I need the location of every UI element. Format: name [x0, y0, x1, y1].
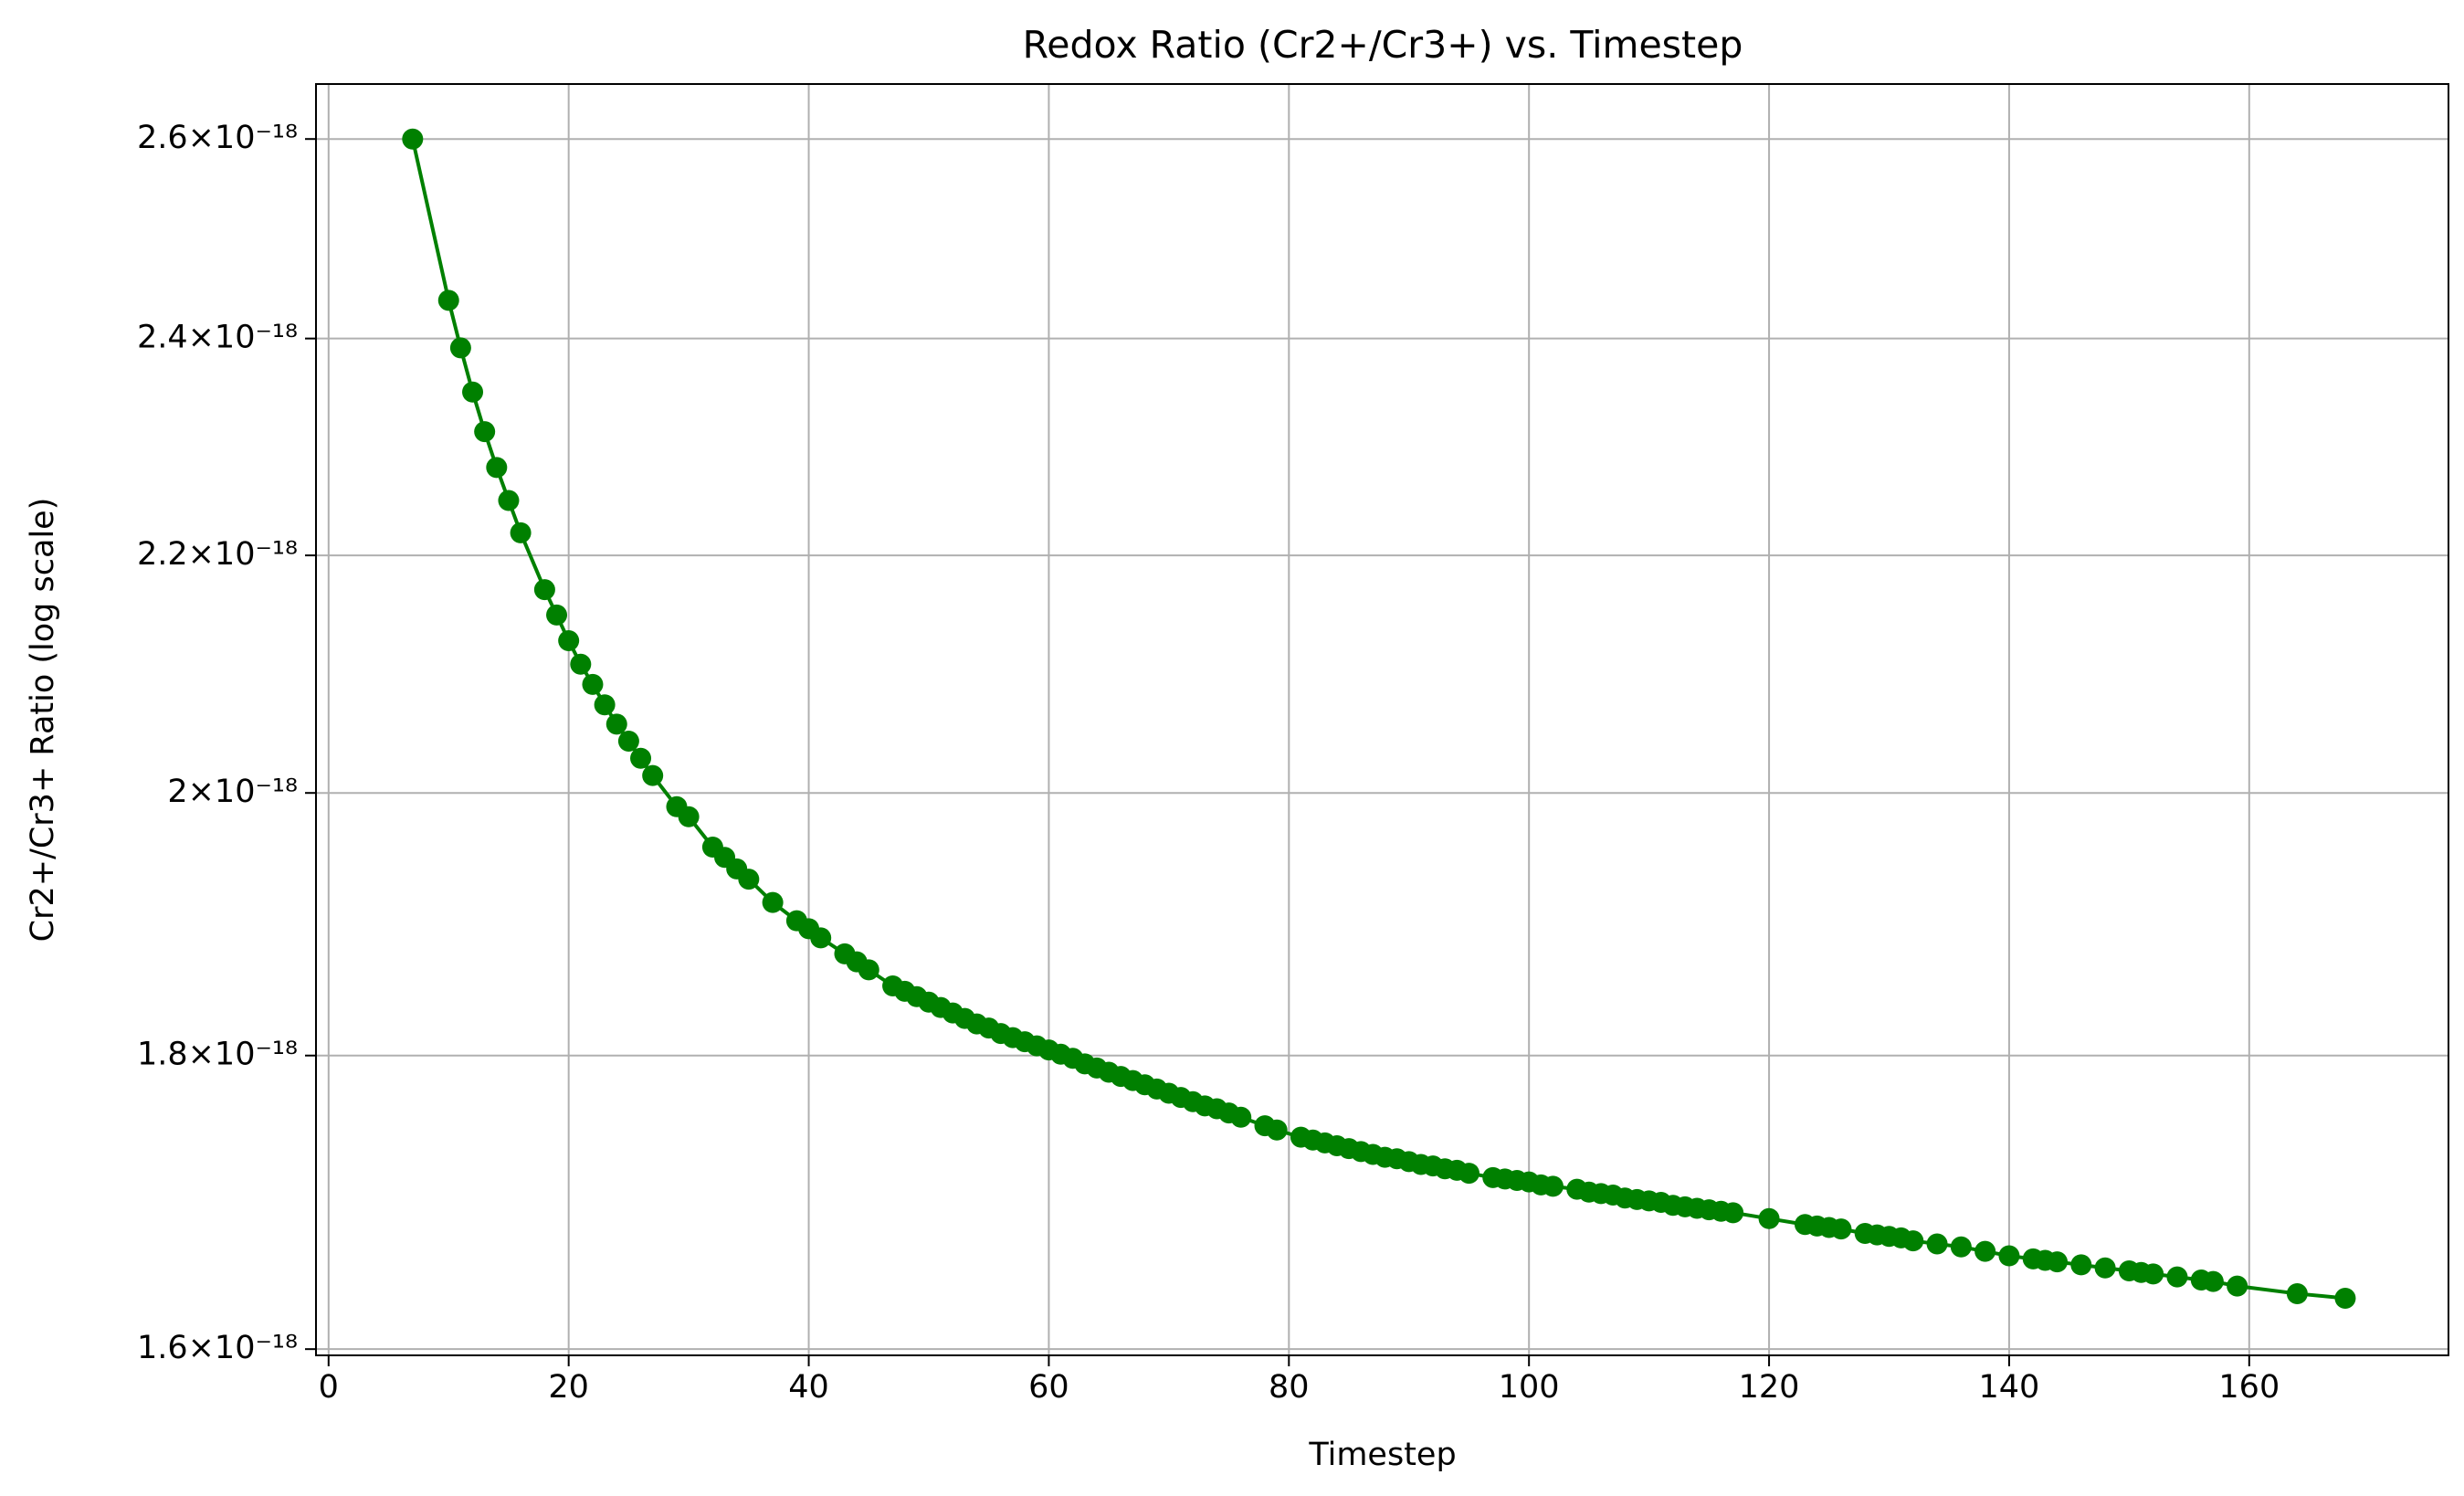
x-axis-label: Timestep — [1308, 1437, 1456, 1473]
x-tick-label: 100 — [1499, 1369, 1560, 1406]
x-tick-label: 80 — [1269, 1369, 1310, 1406]
data-point — [437, 290, 459, 311]
data-point — [1266, 1119, 1288, 1141]
data-point — [630, 747, 652, 769]
x-tick-label: 0 — [319, 1369, 339, 1406]
y-tick-label: 1.6×10⁻¹⁸ — [137, 1330, 298, 1366]
data-line — [410, 138, 2346, 1301]
y-tick-label: 2×10⁻¹⁸ — [167, 774, 298, 810]
data-point — [2143, 1263, 2164, 1285]
data-point — [2227, 1275, 2248, 1297]
data-point — [1458, 1163, 1479, 1185]
data-point — [546, 604, 568, 626]
data-point — [1722, 1202, 1744, 1224]
y-tick-label: 2.6×10⁻¹⁸ — [137, 120, 298, 156]
data-point — [810, 927, 832, 949]
data-point — [2166, 1266, 2188, 1288]
x-tick-label: 60 — [1028, 1369, 1069, 1406]
data-point — [1542, 1175, 1564, 1197]
data-point — [510, 521, 532, 543]
x-tick-label: 20 — [548, 1369, 589, 1406]
data-point — [558, 629, 580, 651]
data-point — [1926, 1233, 1948, 1255]
data-point — [2047, 1251, 2069, 1273]
data-point — [594, 694, 616, 716]
data-point — [605, 713, 627, 735]
data-point — [1998, 1245, 2020, 1267]
y-tick-label: 2.2×10⁻¹⁸ — [137, 536, 298, 573]
data-point — [402, 128, 424, 150]
plot-frame — [315, 83, 2449, 1356]
data-point — [858, 959, 879, 981]
y-tick-label: 1.8×10⁻¹⁸ — [137, 1037, 298, 1073]
data-point — [462, 381, 484, 403]
data-point — [2094, 1257, 2116, 1279]
data-point — [474, 421, 496, 443]
data-point — [1974, 1240, 1996, 1262]
data-point — [617, 730, 639, 752]
data-point — [2070, 1254, 2092, 1276]
x-tick-label: 140 — [1979, 1369, 2040, 1406]
data-point — [2286, 1282, 2308, 1304]
data-point — [570, 653, 592, 675]
y-tick-label: 2.4×10⁻¹⁸ — [137, 320, 298, 356]
x-tick-label: 160 — [2218, 1369, 2280, 1406]
data-point — [2202, 1270, 2224, 1292]
data-point — [582, 673, 604, 695]
x-tick-label: 40 — [788, 1369, 829, 1406]
data-point — [1950, 1236, 1972, 1258]
data-point — [738, 869, 760, 890]
data-point — [1758, 1207, 1780, 1229]
data-point — [2334, 1287, 2356, 1309]
chart-title: Redox Ratio (Cr2+/Cr3+) vs. Timestep — [1023, 23, 1743, 67]
data-point — [498, 490, 520, 511]
x-tick-label: 120 — [1739, 1369, 1800, 1406]
data-point — [449, 337, 471, 359]
data-point — [678, 806, 700, 827]
data-point — [1230, 1106, 1252, 1128]
data-point — [533, 579, 555, 601]
data-point — [486, 457, 508, 479]
data-point — [762, 891, 784, 913]
y-axis-label: Cr2+/Cr3+ Ratio (log scale) — [25, 498, 61, 943]
data-point — [642, 764, 664, 786]
data-point — [1902, 1230, 1924, 1252]
data-point — [1830, 1218, 1852, 1240]
